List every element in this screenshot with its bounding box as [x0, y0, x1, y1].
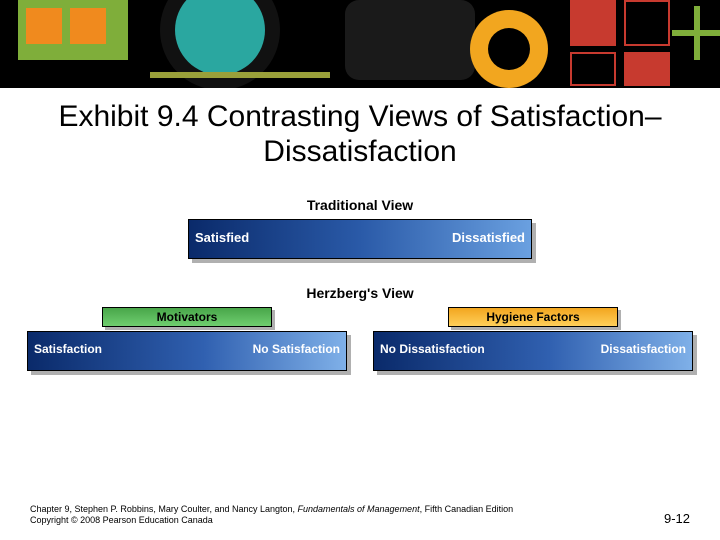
bar-fill: No Dissatisfaction Dissatisfaction — [373, 331, 693, 371]
motivators-header: Motivators — [102, 307, 272, 327]
herzberg-heading: Herzberg's View — [0, 285, 720, 301]
deco-mid-block — [345, 0, 475, 80]
banner — [0, 0, 720, 88]
deco-orange-circle-inner — [488, 28, 530, 70]
deco-orange-sq — [26, 8, 62, 44]
deco-red-sq1 — [570, 0, 616, 46]
traditional-heading: Traditional View — [0, 197, 720, 213]
citation: Chapter 9, Stephen P. Robbins, Mary Coul… — [30, 504, 513, 527]
bar-fill: Satisfied Dissatisfied — [188, 219, 532, 259]
hygiene-panel: Hygiene Factors No Dissatisfaction Dissa… — [373, 307, 693, 371]
citation-prefix: Chapter 9, Stephen P. Robbins, Mary Coul… — [30, 504, 298, 514]
herzberg-row: Motivators Satisfaction No Satisfaction … — [0, 307, 720, 371]
page-number: 9-12 — [664, 511, 690, 526]
hygiene-bar: No Dissatisfaction Dissatisfaction — [373, 331, 693, 371]
deco-green-cross-h — [672, 30, 720, 36]
footer: Chapter 9, Stephen P. Robbins, Mary Coul… — [30, 504, 690, 527]
bar-fill: Satisfaction No Satisfaction — [27, 331, 347, 371]
hygiene-header: Hygiene Factors — [448, 307, 618, 327]
hygiene-header-wrap: Hygiene Factors — [448, 307, 618, 327]
motivators-left-label: Satisfaction — [34, 342, 102, 356]
traditional-right-label: Dissatisfied — [452, 230, 525, 245]
slide-title: Exhibit 9.4 Contrasting Views of Satisfa… — [0, 88, 720, 169]
hygiene-left-label: No Dissatisfaction — [380, 342, 485, 356]
deco-orange-sq2 — [70, 8, 106, 44]
motivators-header-wrap: Motivators — [102, 307, 272, 327]
citation-suffix: , Fifth Canadian Edition — [420, 504, 514, 514]
deco-red-sq3 — [570, 52, 616, 86]
deco-red-sq4 — [624, 52, 670, 86]
citation-book: Fundamentals of Management — [298, 504, 420, 514]
deco-red-sq2 — [624, 0, 670, 46]
traditional-left-label: Satisfied — [195, 230, 249, 245]
hygiene-right-label: Dissatisfaction — [601, 342, 686, 356]
traditional-bar: Satisfied Dissatisfied — [188, 219, 532, 259]
copyright: Copyright © 2008 Pearson Education Canad… — [30, 515, 213, 525]
motivators-panel: Motivators Satisfaction No Satisfaction — [27, 307, 347, 371]
motivators-right-label: No Satisfaction — [253, 342, 340, 356]
deco-olive-line — [150, 72, 330, 78]
motivators-bar: Satisfaction No Satisfaction — [27, 331, 347, 371]
